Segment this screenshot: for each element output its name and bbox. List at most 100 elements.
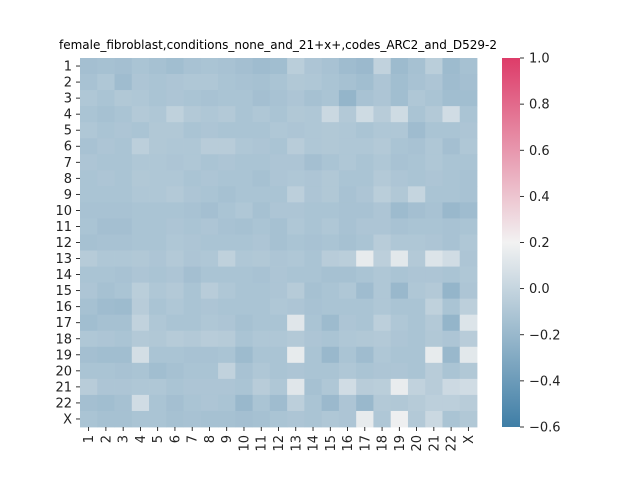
heatmap-cell [338, 170, 357, 187]
heatmap-cell [131, 234, 150, 251]
heatmap-cell [166, 122, 184, 139]
heatmap-cell [269, 138, 288, 155]
heatmap-cell [390, 74, 409, 91]
heatmap-cell [407, 234, 426, 251]
x-tick-label: 17 [358, 435, 373, 452]
heatmap-cell [287, 138, 305, 155]
heatmap-cell [235, 218, 254, 235]
heatmap-cell [269, 122, 288, 139]
heatmap-cell [459, 330, 478, 348]
heatmap-cell [356, 362, 374, 380]
heatmap-cell [149, 218, 167, 235]
x-tick-label: 4 [134, 435, 149, 443]
heatmap-cell [149, 378, 167, 396]
heatmap-cell [114, 266, 133, 284]
heatmap-cell [459, 74, 478, 91]
heatmap-cell [269, 314, 288, 332]
heatmap-cell [149, 186, 167, 203]
heatmap-cell [304, 218, 323, 235]
x-tick-label: 10 [237, 435, 252, 452]
heatmap-cell [356, 234, 374, 251]
heatmap-cell [252, 410, 271, 428]
heatmap-cell [304, 74, 323, 91]
heatmap-cell [218, 346, 236, 364]
heatmap-cell [459, 202, 478, 219]
heatmap-cell [442, 74, 461, 91]
heatmap-cell [321, 362, 340, 380]
heatmap-cell [459, 346, 478, 364]
heatmap-cell [321, 74, 340, 91]
x-tick-label: 1 [82, 435, 97, 443]
heatmap-cell [269, 170, 288, 187]
heatmap-cell [218, 410, 236, 428]
heatmap-cell [97, 330, 115, 348]
heatmap-cell [80, 410, 98, 428]
heatmap-cell [269, 74, 288, 91]
heatmap-cell [218, 202, 236, 219]
heatmap-cell [321, 138, 340, 155]
colorbar-tick-label: −0.6 [529, 421, 561, 436]
heatmap-cell [80, 218, 98, 235]
y-tick-label: 13 [55, 252, 72, 267]
heatmap-cell [166, 154, 184, 171]
heatmap-cell [80, 362, 98, 380]
heatmap-cell [252, 378, 271, 396]
heatmap-cell [338, 346, 357, 364]
heatmap-cell [97, 58, 115, 75]
heatmap-cell [252, 266, 271, 284]
heatmap-cell [218, 330, 236, 348]
heatmap-cell [356, 282, 374, 300]
heatmap-cell [97, 234, 115, 251]
heatmap-cell [166, 314, 184, 332]
heatmap-cell [356, 298, 374, 316]
heatmap-cell [114, 282, 133, 300]
heatmap-cell [425, 138, 443, 155]
heatmap-cell [218, 282, 236, 300]
heatmap-cell [235, 90, 254, 107]
heatmap-cell [80, 346, 98, 364]
heatmap-cell [459, 106, 478, 123]
heatmap-cell [442, 314, 461, 332]
heatmap-cell [338, 250, 357, 267]
heatmap-cell [425, 314, 443, 332]
heatmap-cell [304, 346, 323, 364]
heatmap-cell [373, 314, 392, 332]
heatmap-cell [304, 250, 323, 267]
heatmap-cell [235, 74, 254, 91]
heatmap-cell [80, 138, 98, 155]
colorbar [502, 58, 520, 427]
heatmap-cell [425, 106, 443, 123]
heatmap-cell [80, 202, 98, 219]
heatmap-cell [252, 250, 271, 267]
heatmap-cell [338, 122, 357, 139]
heatmap-cell [114, 154, 133, 171]
heatmap-cell [407, 106, 426, 123]
heatmap-cell [97, 74, 115, 91]
heatmap-cell [287, 58, 305, 75]
heatmap-cell [97, 362, 115, 380]
heatmap-cell [200, 154, 219, 171]
heatmap-cell [200, 186, 219, 203]
heatmap-cell [131, 202, 150, 219]
heatmap-cell [269, 330, 288, 348]
heatmap-cell [235, 106, 254, 123]
heatmap-cell [338, 58, 357, 75]
heatmap-cell [200, 266, 219, 284]
heatmap-cell [442, 218, 461, 235]
heatmap-cell [459, 250, 478, 267]
heatmap-cell [97, 378, 115, 396]
heatmap-cell [407, 394, 426, 412]
colorbar-tick-label: 0.8 [529, 98, 550, 113]
heatmap-cell [149, 330, 167, 348]
heatmap-cell [166, 170, 184, 187]
heatmap-cell [459, 90, 478, 107]
heatmap-cell [407, 170, 426, 187]
heatmap-cell [287, 362, 305, 380]
heatmap-cell [97, 90, 115, 107]
heatmap-cell [407, 250, 426, 267]
heatmap-cell [459, 58, 478, 75]
y-tick-label: 4 [64, 108, 72, 123]
heatmap-cell [149, 362, 167, 380]
heatmap-cell [131, 314, 150, 332]
